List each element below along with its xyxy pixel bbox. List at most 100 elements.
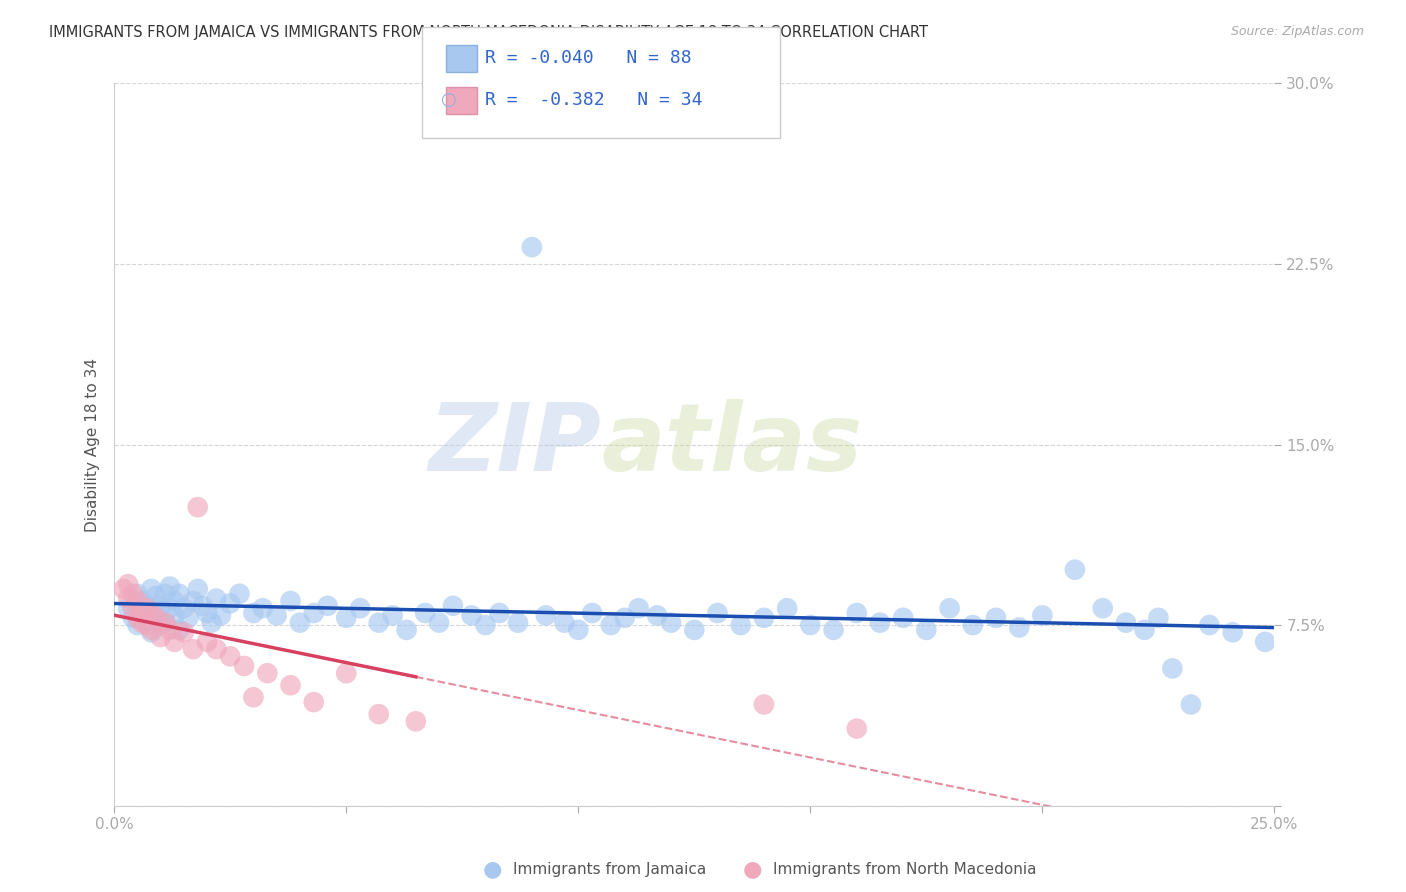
Point (1198, 618, 1220, 632)
Point (1091, 601, 1114, 615)
Point (209, 608, 232, 623)
Point (149, 599, 172, 613)
Point (181, 642, 204, 657)
Point (135, 615, 157, 630)
Point (219, 596, 242, 610)
Point (167, 623, 190, 637)
Point (187, 582, 209, 596)
Point (1254, 635, 1277, 649)
Point (159, 623, 181, 637)
Point (335, 611, 357, 625)
Point (117, 601, 139, 615)
Text: Immigrants from North Macedonia: Immigrants from North Macedonia (773, 863, 1036, 877)
Point (155, 587, 177, 601)
Point (201, 615, 224, 630)
Point (520, 240, 543, 254)
Point (117, 591, 139, 606)
Text: Immigrants from Jamaica: Immigrants from Jamaica (513, 863, 706, 877)
Point (280, 678, 302, 692)
Point (145, 606, 167, 620)
Point (149, 618, 172, 632)
Point (163, 608, 186, 623)
Point (460, 608, 482, 623)
Point (173, 601, 195, 615)
Point (553, 615, 575, 630)
Point (367, 707, 389, 722)
Point (187, 500, 209, 515)
Point (252, 601, 274, 615)
Point (127, 618, 149, 632)
Point (316, 599, 339, 613)
Point (984, 611, 1007, 625)
Point (131, 606, 153, 620)
Point (752, 611, 775, 625)
Point (706, 606, 728, 620)
Point (228, 587, 250, 601)
Point (195, 606, 218, 620)
Point (121, 587, 143, 601)
Point (534, 608, 557, 623)
Point (280, 594, 302, 608)
Point (599, 618, 621, 632)
Point (167, 587, 190, 601)
Point (1133, 623, 1156, 637)
Point (159, 580, 181, 594)
Point (441, 599, 464, 613)
Point (302, 695, 325, 709)
Point (141, 623, 163, 637)
Point (1180, 698, 1202, 712)
Point (233, 659, 256, 673)
Point (177, 611, 200, 625)
Point (627, 601, 650, 615)
Point (1115, 615, 1137, 630)
Point (1064, 563, 1087, 577)
Text: R =  -0.382   N = 34: R = -0.382 N = 34 (485, 91, 703, 109)
Point (127, 611, 149, 625)
Point (141, 625, 163, 640)
Y-axis label: Disability Age 18 to 34: Disability Age 18 to 34 (86, 358, 100, 532)
Point (845, 722, 868, 736)
Point (121, 601, 143, 615)
Point (1008, 620, 1031, 634)
Point (205, 591, 228, 606)
Point (219, 649, 242, 664)
Point (242, 690, 264, 705)
Text: ●: ● (482, 860, 502, 880)
Point (302, 606, 325, 620)
Point (381, 608, 404, 623)
Point (730, 618, 752, 632)
Point (962, 618, 984, 632)
Point (131, 594, 153, 608)
Point (127, 587, 149, 601)
Point (395, 623, 418, 637)
Text: ZIP: ZIP (429, 399, 602, 491)
Point (121, 611, 143, 625)
Point (1031, 608, 1053, 623)
Point (427, 615, 450, 630)
Point (845, 606, 868, 620)
Text: IMMIGRANTS FROM JAMAICA VS IMMIGRANTS FROM NORTH MACEDONIA DISABILITY AGE 18 TO : IMMIGRANTS FROM JAMAICA VS IMMIGRANTS FR… (49, 25, 928, 40)
Point (195, 635, 218, 649)
Point (191, 599, 214, 613)
Point (173, 625, 195, 640)
Point (413, 606, 436, 620)
Point (135, 618, 157, 632)
Point (799, 618, 821, 632)
Point (349, 601, 371, 615)
Point (205, 642, 228, 657)
Point (163, 594, 186, 608)
Point (915, 623, 938, 637)
Point (145, 611, 167, 625)
Text: R = -0.040   N = 88: R = -0.040 N = 88 (485, 49, 692, 67)
Point (869, 615, 891, 630)
Text: ●: ● (742, 860, 762, 880)
Point (288, 615, 311, 630)
Point (891, 611, 914, 625)
Point (367, 615, 389, 630)
Point (131, 608, 153, 623)
Point (823, 623, 845, 637)
Point (135, 601, 157, 615)
Point (181, 594, 204, 608)
Point (613, 611, 636, 625)
Point (159, 601, 181, 615)
